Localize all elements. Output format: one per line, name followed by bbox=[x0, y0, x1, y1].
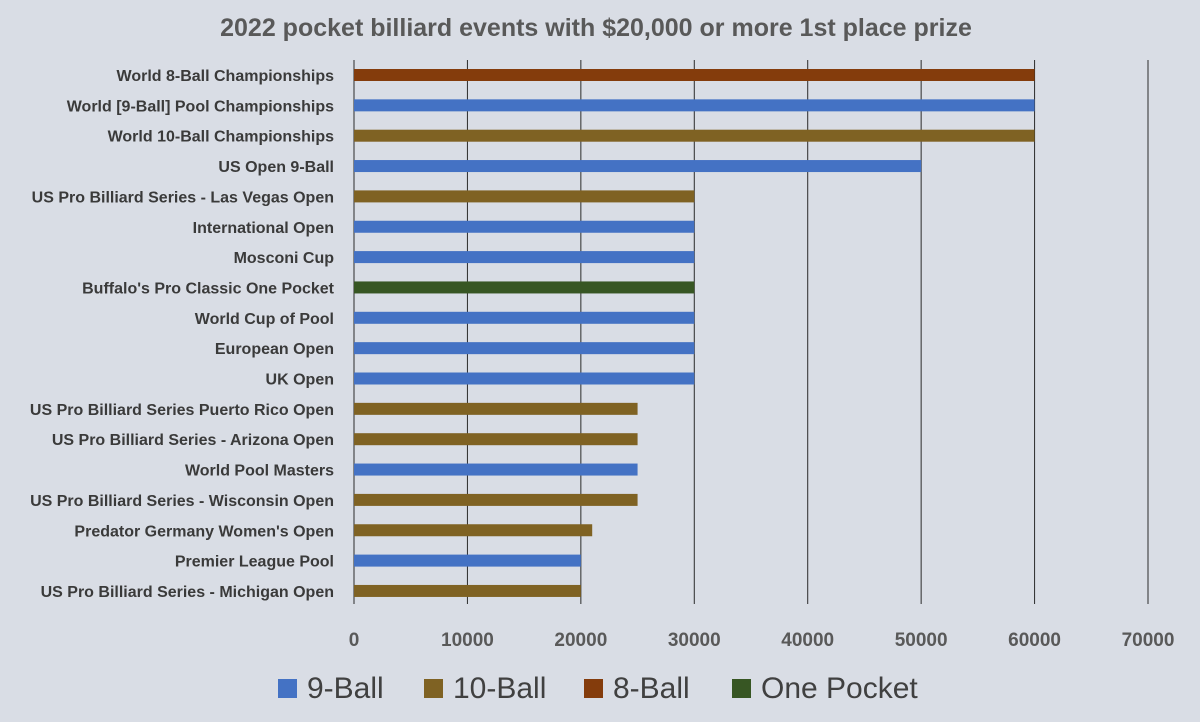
x-tick-label: 60000 bbox=[1008, 630, 1061, 651]
legend-label: One Pocket bbox=[761, 672, 918, 705]
category-label: World 8-Ball Championships bbox=[117, 68, 335, 85]
bar bbox=[354, 129, 1035, 142]
category-label: Premier League Pool bbox=[175, 554, 334, 571]
bar bbox=[354, 99, 1035, 112]
category-label: US Open 9-Ball bbox=[218, 159, 334, 176]
category-label: World [9-Ball] Pool Championships bbox=[67, 98, 334, 115]
bar bbox=[354, 433, 638, 446]
bar bbox=[354, 524, 593, 537]
x-tick-label: 40000 bbox=[781, 630, 834, 651]
category-label: Mosconi Cup bbox=[234, 250, 335, 267]
category-label: US Pro Billiard Series Puerto Rico Open bbox=[30, 402, 334, 419]
category-label: US Pro Billiard Series - Las Vegas Open bbox=[32, 189, 334, 206]
bar bbox=[354, 342, 695, 355]
legend-swatch bbox=[424, 679, 443, 698]
bar bbox=[354, 554, 581, 567]
category-label: World Cup of Pool bbox=[195, 311, 334, 328]
bar bbox=[354, 281, 695, 294]
bars bbox=[354, 69, 1035, 597]
bar bbox=[354, 69, 1035, 81]
legend-label: 9-Ball bbox=[307, 672, 384, 705]
bar bbox=[354, 493, 638, 506]
category-label: World 10-Ball Championships bbox=[108, 129, 335, 146]
legend-item: 8-Ball bbox=[584, 672, 690, 705]
bar bbox=[354, 584, 581, 597]
x-tick-label: 70000 bbox=[1122, 630, 1175, 651]
bar bbox=[354, 251, 695, 264]
x-tick-label: 30000 bbox=[668, 630, 721, 651]
legend-swatch bbox=[732, 679, 751, 698]
category-label: International Open bbox=[193, 220, 334, 237]
legend-label: 8-Ball bbox=[613, 672, 690, 705]
legend-swatch bbox=[584, 679, 603, 698]
legend-label: 10-Ball bbox=[453, 672, 546, 705]
category-label: UK Open bbox=[266, 372, 334, 389]
bar bbox=[354, 160, 922, 173]
bar bbox=[354, 372, 695, 385]
category-labels: World 8-Ball Championships World [9-Ball]… bbox=[30, 68, 335, 601]
gridlines bbox=[353, 60, 1149, 604]
legend-item: 9-Ball bbox=[278, 672, 384, 705]
legend: 9-Ball 10-Ball 8-Ball One Pocket bbox=[278, 672, 918, 705]
x-tick-label: 20000 bbox=[554, 630, 607, 651]
category-label: European Open bbox=[215, 341, 334, 358]
bar bbox=[354, 190, 695, 203]
bar bbox=[354, 463, 638, 476]
legend-swatch bbox=[278, 679, 297, 698]
bar bbox=[354, 220, 695, 233]
category-label: World Pool Masters bbox=[185, 463, 334, 480]
x-tick-label: 10000 bbox=[441, 630, 494, 651]
category-label: US Pro Billiard Series - Arizona Open bbox=[52, 432, 334, 449]
legend-item: One Pocket bbox=[732, 672, 918, 705]
category-label: Buffalo's Pro Classic One Pocket bbox=[82, 280, 335, 297]
chart-title: 2022 pocket billiard events with $20,000… bbox=[220, 14, 972, 42]
bar bbox=[354, 311, 695, 324]
category-label: US Pro Billiard Series - Michigan Open bbox=[41, 584, 334, 601]
x-tick-label: 0 bbox=[349, 630, 360, 651]
bar bbox=[354, 402, 638, 415]
category-label: Predator Germany Women's Open bbox=[74, 523, 334, 540]
legend-item: 10-Ball bbox=[424, 672, 546, 705]
category-label: US Pro Billiard Series - Wisconsin Open bbox=[30, 493, 334, 510]
x-axis-tick-labels: 0 10000 20000 30000 40000 50000 60000 70000 bbox=[349, 630, 1175, 651]
x-tick-label: 50000 bbox=[895, 630, 948, 651]
